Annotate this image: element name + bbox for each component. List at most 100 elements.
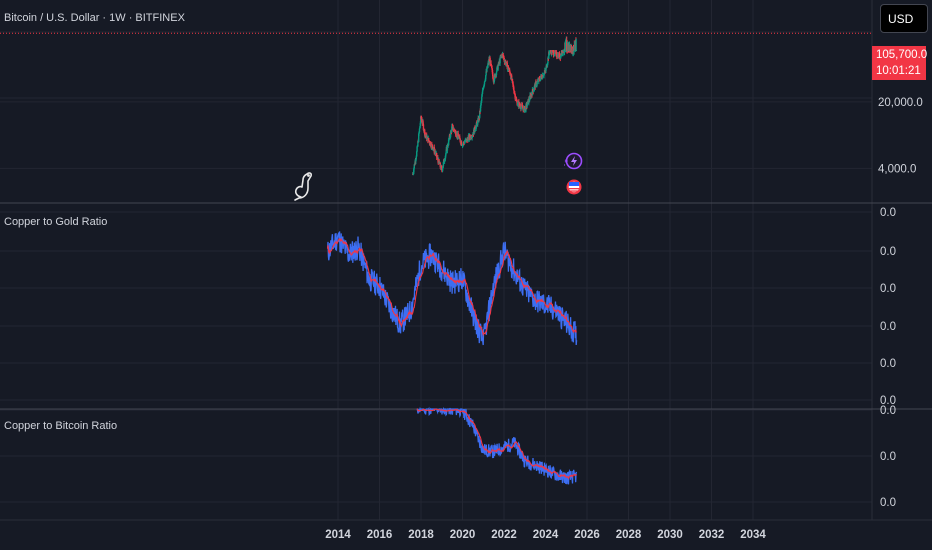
candle-body	[528, 99, 531, 101]
candle-body	[431, 147, 434, 150]
candle-body	[417, 133, 420, 142]
candle-body	[417, 141, 419, 146]
candle-body	[430, 143, 433, 148]
candle-body	[446, 145, 449, 151]
price-y-tick: 4,000.0	[878, 163, 916, 175]
copper-gold-title[interactable]: Copper to Gold Ratio	[4, 216, 108, 228]
candle-body	[423, 129, 426, 136]
candle-body	[491, 70, 494, 75]
x-tick-label: 2024	[533, 529, 559, 541]
x-tick-label: 2028	[616, 529, 642, 541]
candle-body	[479, 105, 482, 112]
candle-body	[570, 50, 573, 54]
candle-body	[497, 65, 499, 70]
candle-body	[545, 67, 547, 72]
candle-body	[452, 129, 455, 131]
candle-body	[511, 78, 514, 82]
candle-body	[482, 88, 485, 90]
candle-body	[565, 50, 567, 53]
candle-body	[431, 143, 433, 145]
candle-body	[485, 75, 487, 80]
price-pane[interactable]	[0, 32, 872, 176]
candle-body	[566, 50, 568, 54]
candle-body	[474, 126, 476, 131]
btc-y-tick: 0.0	[880, 497, 896, 509]
candle-body	[458, 137, 460, 139]
candle-body	[532, 89, 534, 91]
candle-body	[441, 168, 444, 171]
x-tick-label: 2022	[491, 529, 517, 541]
candle-body	[459, 138, 461, 142]
copper-bitcoin-pane[interactable]	[416, 406, 578, 485]
btc-y-tick: 0.0	[880, 451, 896, 463]
candle-body	[474, 129, 477, 131]
candle-body	[493, 74, 496, 81]
candle-body	[532, 90, 535, 93]
candle-body	[479, 110, 481, 118]
candle-body	[507, 66, 510, 71]
currency-button[interactable]: USD	[880, 4, 928, 33]
candle-body	[445, 149, 447, 154]
candle-body	[441, 167, 443, 171]
candle-body	[506, 62, 508, 70]
ratio-moving-average	[416, 408, 577, 480]
candle-body	[495, 71, 498, 76]
candle-body	[500, 55, 502, 57]
copper-bitcoin-title[interactable]: Copper to Bitcoin Ratio	[4, 420, 118, 432]
gold-y-tick: 0.0	[880, 358, 896, 370]
gold-y-tick: 0.0	[880, 246, 896, 258]
candle-body	[486, 67, 488, 72]
candle-body	[562, 50, 564, 54]
candle-body	[534, 81, 537, 88]
candle-body	[449, 131, 452, 137]
copper-gold-pane[interactable]	[326, 231, 578, 346]
candle-body	[558, 53, 561, 59]
candle-body	[513, 89, 515, 94]
candle-body	[416, 146, 418, 152]
candle-body	[517, 102, 519, 105]
last-price-value: 105,700.0	[876, 49, 928, 61]
candle-body	[529, 94, 531, 100]
dino-logo-icon	[294, 172, 312, 201]
grid-lines	[0, 0, 872, 520]
x-tick-label: 2020	[450, 529, 476, 541]
candle-body	[422, 121, 424, 125]
candle-body	[445, 153, 447, 156]
x-tick-label: 2014	[325, 529, 351, 541]
candle-body	[548, 52, 550, 59]
btc-y-tick: 0.0	[880, 405, 896, 417]
y-axis: 20,000.04,000.00.00.00.00.00.00.00.00.00…	[878, 97, 923, 509]
candle-body	[451, 126, 453, 132]
candle-body	[522, 107, 524, 109]
symbol-title[interactable]: Bitcoin / U.S. Dollar · 1W · BITFINEX	[4, 12, 185, 24]
candle-body	[415, 151, 418, 157]
candle-body	[447, 139, 450, 146]
x-tick-label: 2016	[367, 529, 393, 541]
ratio-moving-average	[327, 237, 577, 337]
candle-body	[426, 137, 428, 140]
us-flag-icon[interactable]	[566, 179, 582, 195]
lightning-icon[interactable]	[564, 152, 583, 170]
candle-body	[490, 64, 493, 66]
candle-body	[475, 122, 478, 126]
candle-body	[438, 159, 440, 163]
candle-body	[526, 104, 528, 107]
candle-body	[455, 131, 457, 136]
candle-body	[435, 152, 438, 158]
candle-body	[481, 94, 483, 97]
gold-y-tick: 0.0	[880, 283, 896, 295]
candle-body	[427, 138, 430, 141]
x-tick-label: 2034	[740, 529, 766, 541]
x-axis: 2014 2016 2018 2020 2022 2024 2026 2028 2030 2032…	[325, 529, 766, 541]
candle-body	[525, 104, 527, 111]
candle-body	[508, 69, 511, 72]
candle-body	[490, 60, 492, 65]
candle-body	[502, 55, 504, 58]
candle-body	[471, 135, 474, 137]
candle-body	[555, 51, 558, 57]
pane-dividers	[0, 0, 932, 521]
candle-body	[477, 120, 479, 125]
candle-body	[568, 50, 570, 53]
candle-body	[428, 141, 431, 144]
